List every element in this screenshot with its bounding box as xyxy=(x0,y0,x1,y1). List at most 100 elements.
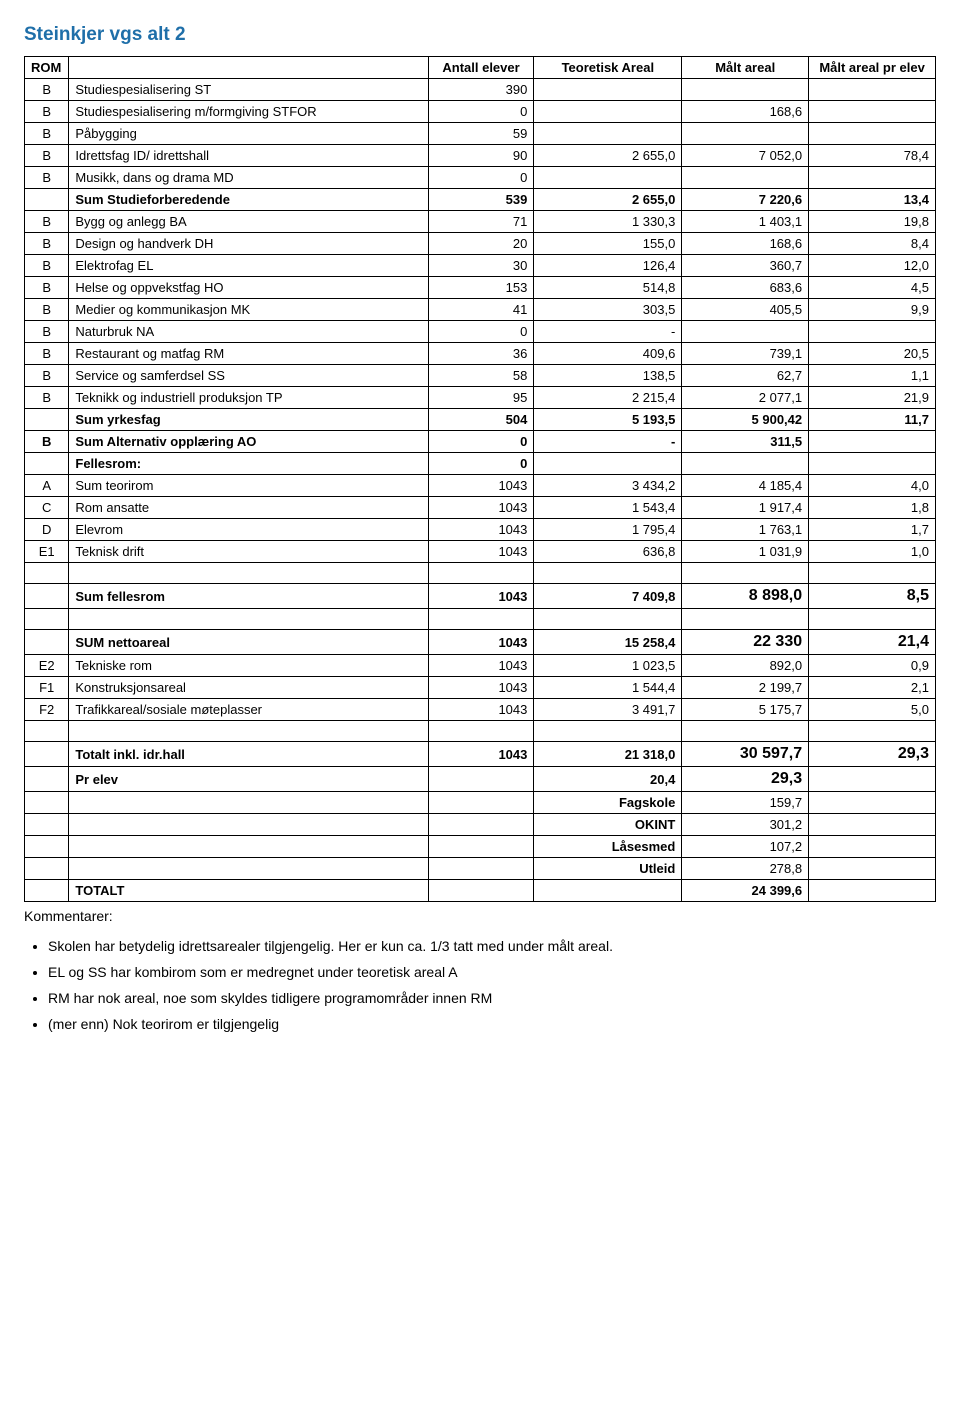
cell: 1043 xyxy=(428,699,534,721)
header-row: ROM Antall elever Teoretisk Areal Målt a… xyxy=(25,57,936,79)
cell: Konstruksjonsareal xyxy=(69,677,428,699)
table-row: BMusikk, dans og drama MD0 xyxy=(25,167,936,189)
cell: 24 399,6 xyxy=(682,880,809,902)
cell xyxy=(809,79,936,101)
cell: Pr elev xyxy=(69,767,428,792)
cell: 3 434,2 xyxy=(534,475,682,497)
cell xyxy=(534,609,682,630)
table-row: SUM nettoareal104315 258,422 33021,4 xyxy=(25,630,936,655)
cell: Låsesmed xyxy=(534,836,682,858)
cell: 13,4 xyxy=(809,189,936,211)
cell xyxy=(534,123,682,145)
cell xyxy=(25,858,69,880)
cell: 41 xyxy=(428,299,534,321)
cell: Helse og oppvekstfag HO xyxy=(69,277,428,299)
comment-item: (mer enn) Nok teorirom er tilgjengelig xyxy=(48,1016,936,1032)
data-table: ROM Antall elever Teoretisk Areal Målt a… xyxy=(24,56,936,902)
cell: 71 xyxy=(428,211,534,233)
cell xyxy=(682,321,809,343)
cell: 514,8 xyxy=(534,277,682,299)
cell: 0 xyxy=(428,167,534,189)
cell: 36 xyxy=(428,343,534,365)
cell xyxy=(25,453,69,475)
cell: 405,5 xyxy=(682,299,809,321)
cell: 1,7 xyxy=(809,519,936,541)
cell: 1,0 xyxy=(809,541,936,563)
cell: 21 318,0 xyxy=(534,742,682,767)
cell: Sum Studieforberedende xyxy=(69,189,428,211)
th-malt: Målt areal xyxy=(682,57,809,79)
cell: OKINT xyxy=(534,814,682,836)
cell: 159,7 xyxy=(682,792,809,814)
cell: 126,4 xyxy=(534,255,682,277)
cell: 1043 xyxy=(428,584,534,609)
cell: 1043 xyxy=(428,541,534,563)
cell: Restaurant og matfag RM xyxy=(69,343,428,365)
cell xyxy=(682,123,809,145)
cell: 5,0 xyxy=(809,699,936,721)
cell: B xyxy=(25,145,69,167)
cell: 683,6 xyxy=(682,277,809,299)
cell: 4 185,4 xyxy=(682,475,809,497)
cell: 20,5 xyxy=(809,343,936,365)
table-row: BHelse og oppvekstfag HO153514,8683,64,5 xyxy=(25,277,936,299)
cell xyxy=(682,721,809,742)
cell: C xyxy=(25,497,69,519)
cell: 636,8 xyxy=(534,541,682,563)
cell: 155,0 xyxy=(534,233,682,255)
cell xyxy=(25,630,69,655)
cell: 390 xyxy=(428,79,534,101)
cell xyxy=(25,767,69,792)
cell: 4,5 xyxy=(809,277,936,299)
cell: Påbygging xyxy=(69,123,428,145)
cell xyxy=(809,880,936,902)
cell xyxy=(69,721,428,742)
cell xyxy=(682,563,809,584)
cell xyxy=(25,814,69,836)
cell: Tekniske rom xyxy=(69,655,428,677)
cell: 1043 xyxy=(428,630,534,655)
table-row: BStudiespesialisering ST390 xyxy=(25,79,936,101)
cell: 0 xyxy=(428,453,534,475)
cell xyxy=(809,814,936,836)
cell: 1 403,1 xyxy=(682,211,809,233)
spacer-row xyxy=(25,563,936,584)
cell: F2 xyxy=(25,699,69,721)
cell xyxy=(809,431,936,453)
cell: 1,1 xyxy=(809,365,936,387)
cell xyxy=(809,858,936,880)
cell xyxy=(428,721,534,742)
table-row: BDesign og handverk DH20155,0168,68,4 xyxy=(25,233,936,255)
cell: B xyxy=(25,255,69,277)
table-row: OKINT301,2 xyxy=(25,814,936,836)
cell: B xyxy=(25,299,69,321)
cell xyxy=(809,453,936,475)
table-row: Sum yrkesfag5045 193,55 900,4211,7 xyxy=(25,409,936,431)
cell: 1043 xyxy=(428,655,534,677)
cell xyxy=(25,584,69,609)
cell: 168,6 xyxy=(682,233,809,255)
cell: 90 xyxy=(428,145,534,167)
table-row: BService og samferdsel SS58138,562,71,1 xyxy=(25,365,936,387)
cell: A xyxy=(25,475,69,497)
cell: D xyxy=(25,519,69,541)
cell: 2,1 xyxy=(809,677,936,699)
cell xyxy=(25,189,69,211)
cell: 2 655,0 xyxy=(534,189,682,211)
table-row: BIdrettsfag ID/ idrettshall902 655,07 05… xyxy=(25,145,936,167)
cell: 1 330,3 xyxy=(534,211,682,233)
page-title: Steinkjer vgs alt 2 xyxy=(24,24,936,46)
cell: 12,0 xyxy=(809,255,936,277)
cell: Design og handverk DH xyxy=(69,233,428,255)
table-row: Låsesmed107,2 xyxy=(25,836,936,858)
cell: 4,0 xyxy=(809,475,936,497)
cell: Idrettsfag ID/ idrettshall xyxy=(69,145,428,167)
cell: 5 193,5 xyxy=(534,409,682,431)
table-row: E2Tekniske rom10431 023,5892,00,9 xyxy=(25,655,936,677)
cell: B xyxy=(25,233,69,255)
cell xyxy=(25,609,69,630)
table-row: F1Konstruksjonsareal10431 544,42 199,72,… xyxy=(25,677,936,699)
spacer-row xyxy=(25,721,936,742)
cell: Teknisk drift xyxy=(69,541,428,563)
cell: 7 052,0 xyxy=(682,145,809,167)
